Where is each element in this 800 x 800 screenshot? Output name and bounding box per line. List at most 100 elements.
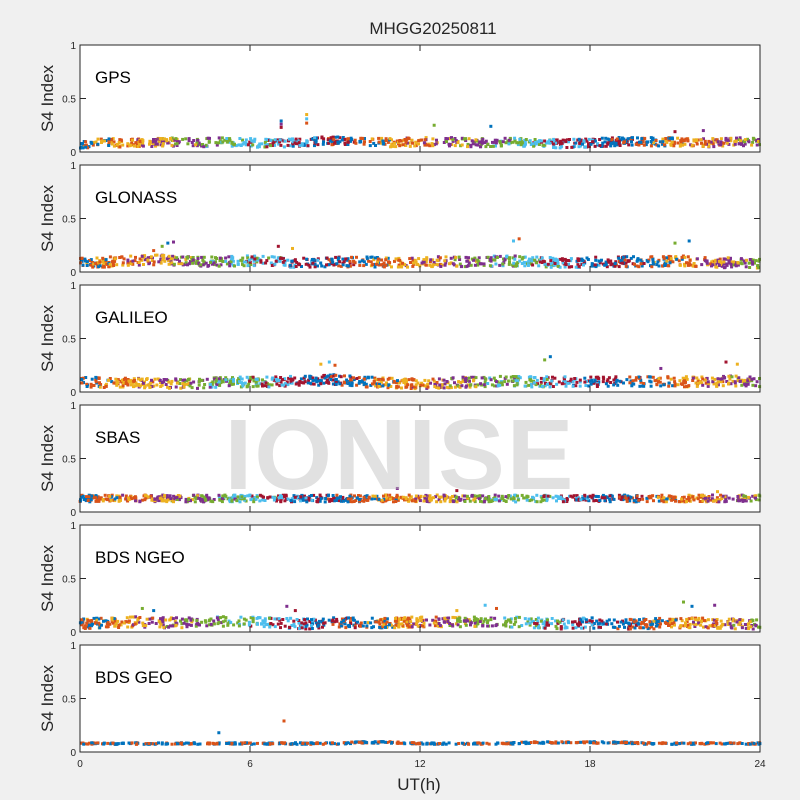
data-point bbox=[306, 617, 309, 621]
data-point bbox=[155, 253, 159, 257]
data-point bbox=[337, 264, 341, 268]
data-point bbox=[506, 379, 510, 383]
data-point bbox=[373, 265, 377, 269]
data-point bbox=[466, 145, 469, 149]
data-point bbox=[249, 375, 253, 379]
data-point bbox=[316, 258, 320, 262]
data-point bbox=[322, 137, 326, 141]
data-point bbox=[472, 375, 476, 379]
data-point bbox=[382, 497, 386, 501]
data-point bbox=[417, 257, 421, 261]
data-point bbox=[460, 136, 464, 140]
data-point bbox=[514, 500, 518, 504]
data-point bbox=[89, 258, 93, 262]
data-point bbox=[348, 261, 352, 265]
data-point bbox=[83, 498, 87, 501]
data-point bbox=[157, 499, 161, 503]
data-point bbox=[190, 256, 193, 260]
data-point bbox=[644, 618, 648, 621]
data-point bbox=[679, 139, 683, 143]
data-point bbox=[601, 141, 605, 145]
data-point bbox=[170, 379, 174, 383]
data-point bbox=[469, 623, 472, 627]
data-point bbox=[336, 380, 340, 384]
data-point bbox=[594, 499, 598, 502]
data-point bbox=[401, 143, 405, 147]
data-point bbox=[714, 262, 718, 266]
data-point bbox=[604, 144, 608, 148]
data-point bbox=[377, 377, 381, 381]
data-point bbox=[505, 255, 508, 259]
data-point bbox=[558, 620, 562, 624]
data-point bbox=[180, 617, 184, 621]
data-point bbox=[567, 265, 571, 269]
data-point bbox=[272, 255, 276, 259]
data-point bbox=[112, 381, 116, 385]
data-point bbox=[146, 258, 150, 262]
data-point bbox=[535, 622, 539, 626]
data-point bbox=[673, 495, 677, 499]
data-point bbox=[504, 495, 508, 499]
data-point bbox=[588, 619, 592, 623]
data-point bbox=[235, 499, 239, 503]
data-point bbox=[449, 256, 453, 260]
data-point bbox=[318, 378, 322, 382]
data-point bbox=[668, 261, 672, 265]
data-point bbox=[669, 257, 673, 261]
data-point bbox=[746, 495, 750, 499]
data-point bbox=[309, 741, 313, 745]
data-point bbox=[529, 617, 533, 621]
data-point bbox=[747, 742, 751, 745]
data-point bbox=[683, 624, 687, 627]
data-point bbox=[136, 138, 140, 142]
data-point bbox=[374, 378, 378, 382]
data-point bbox=[123, 377, 126, 381]
data-point bbox=[360, 259, 364, 263]
data-point bbox=[572, 137, 576, 141]
data-point bbox=[148, 385, 152, 389]
data-point bbox=[175, 256, 179, 260]
data-point bbox=[241, 262, 244, 266]
data-point bbox=[597, 377, 601, 381]
data-point bbox=[90, 141, 94, 145]
data-point bbox=[647, 258, 651, 262]
data-point bbox=[151, 742, 155, 746]
data-point bbox=[631, 379, 635, 383]
data-point bbox=[594, 258, 598, 262]
data-point bbox=[276, 138, 280, 142]
data-point bbox=[598, 261, 602, 265]
data-point bbox=[249, 137, 253, 141]
data-point bbox=[499, 143, 503, 147]
data-point bbox=[292, 265, 296, 269]
data-point bbox=[480, 141, 484, 145]
data-point bbox=[456, 617, 460, 621]
data-point bbox=[232, 143, 236, 147]
data-point bbox=[748, 742, 752, 746]
data-point bbox=[538, 260, 542, 264]
data-point bbox=[494, 497, 498, 501]
data-point bbox=[511, 379, 515, 383]
data-point bbox=[521, 256, 525, 260]
data-point bbox=[596, 142, 600, 146]
data-point-spike bbox=[279, 125, 283, 129]
data-point bbox=[102, 265, 106, 269]
data-point bbox=[217, 264, 221, 268]
data-point bbox=[258, 493, 262, 497]
data-point bbox=[175, 498, 179, 501]
data-point bbox=[687, 493, 691, 497]
data-point bbox=[492, 254, 496, 258]
data-point bbox=[110, 139, 113, 143]
data-point bbox=[143, 625, 147, 629]
data-point bbox=[351, 616, 355, 620]
data-point bbox=[386, 140, 390, 144]
data-point bbox=[578, 141, 582, 145]
data-point bbox=[408, 144, 412, 148]
data-point bbox=[279, 499, 283, 503]
data-point bbox=[617, 624, 621, 628]
data-point bbox=[323, 265, 327, 269]
data-point bbox=[393, 259, 396, 263]
data-point bbox=[722, 262, 726, 266]
data-points bbox=[79, 237, 761, 270]
data-point bbox=[390, 376, 394, 380]
data-point bbox=[652, 499, 655, 503]
